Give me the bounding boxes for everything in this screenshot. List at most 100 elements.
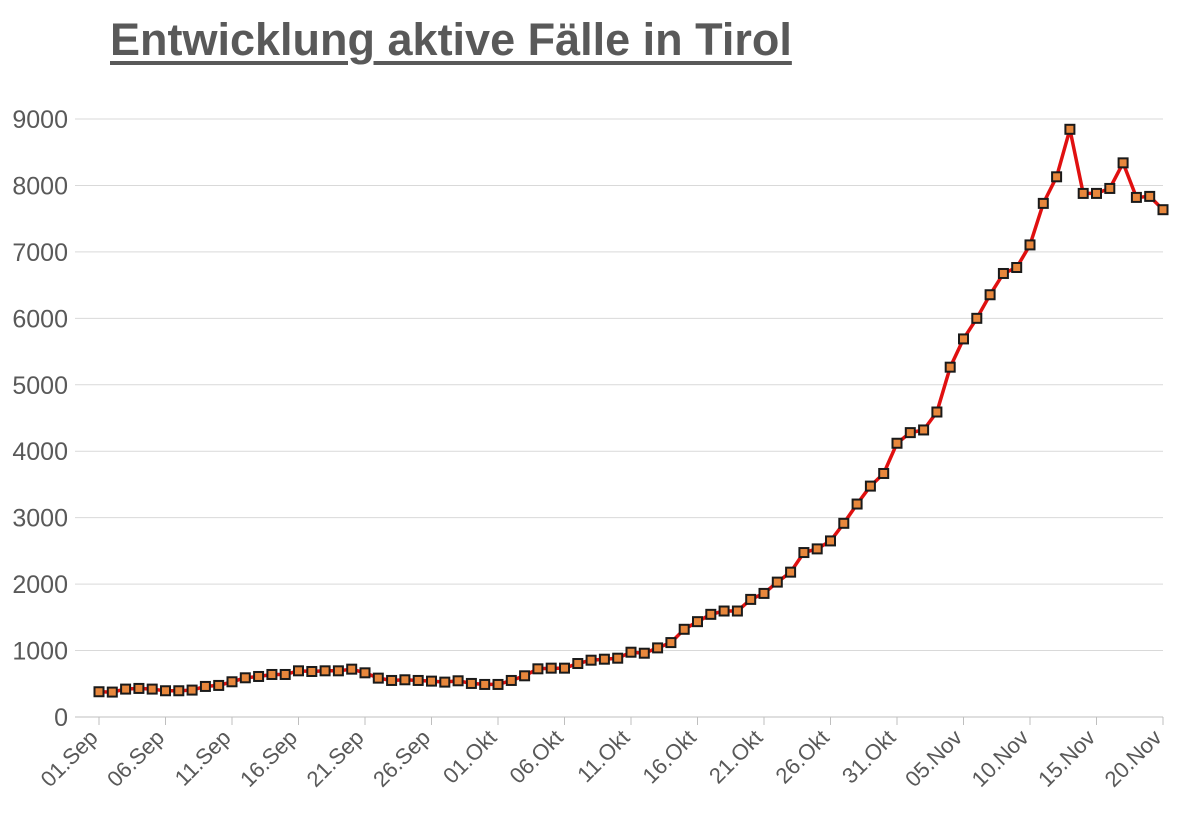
data-point-12.Okt [638, 647, 650, 659]
data-point-22.Okt [771, 576, 783, 588]
data-point-01.Sep [93, 686, 105, 698]
data-point-05.Okt [545, 662, 557, 674]
data-point-11.Okt [625, 646, 637, 658]
data-point-15.Nov [1091, 187, 1102, 199]
y-tick-label: 7000 [12, 239, 68, 267]
x-tick-label: 26.Sep [368, 725, 435, 792]
data-point-30.Okt [878, 467, 890, 479]
data-point-02.Sep [106, 686, 118, 698]
y-tick-label: 5000 [12, 372, 68, 400]
data-point-06.Okt [559, 662, 570, 674]
data-point-09.Nov [1011, 262, 1023, 274]
x-tick-label: 21.Sep [302, 725, 369, 792]
data-point-07.Okt [572, 658, 584, 670]
data-point-19.Okt [731, 605, 743, 617]
data-point-15.Sep [279, 668, 291, 680]
x-tick-label: 20.Nov [1100, 725, 1167, 792]
data-point-23.Sep [386, 674, 398, 686]
data-point-12.Nov [1051, 171, 1063, 183]
data-point-04.Sep [133, 682, 145, 694]
data-point-05.Sep [146, 683, 158, 695]
data-point-07.Sep [173, 685, 185, 697]
data-point-22.Sep [372, 672, 384, 684]
data-point-01.Nov [904, 427, 916, 439]
data-point-01.Okt [492, 678, 504, 690]
data-point-17.Okt [705, 608, 717, 620]
data-point-21.Sep [359, 667, 371, 679]
data-point-30.Sep [479, 678, 491, 690]
data-point-29.Okt [864, 480, 876, 492]
data-point-09.Okt [598, 653, 610, 665]
data-point-29.Sep [465, 677, 477, 689]
data-point-31.Okt [891, 437, 903, 449]
data-point-18.Okt [718, 605, 730, 617]
y-tick-label: 8000 [12, 172, 68, 200]
data-point-17.Sep [306, 665, 318, 677]
x-tick-label: 31.Okt [837, 725, 901, 789]
data-point-06.Sep [160, 685, 171, 697]
data-point-20.Sep [346, 663, 358, 675]
data-point-26.Okt [825, 535, 836, 547]
data-point-21.Okt [758, 587, 770, 599]
data-point-19.Nov [1144, 190, 1156, 202]
data-point-27.Sep [439, 676, 451, 688]
data-point-25.Sep [412, 674, 424, 686]
x-tick-label: 06.Okt [505, 725, 569, 789]
x-tick-label: 06.Sep [102, 725, 169, 792]
data-point-04.Okt [532, 663, 544, 675]
data-point-20.Okt [745, 593, 757, 605]
y-tick-label: 1000 [12, 638, 68, 666]
data-point-16.Sep [293, 665, 304, 677]
x-tick-label: 01.Sep [36, 725, 103, 792]
data-point-24.Okt [798, 547, 810, 559]
data-point-09.Sep [199, 680, 211, 692]
x-tick-label: 16.Okt [638, 725, 702, 789]
data-point-11.Nov [1037, 197, 1049, 209]
x-tick-label: 21.Okt [704, 725, 768, 789]
data-point-03.Nov [931, 406, 943, 418]
data-point-13.Nov [1064, 123, 1076, 135]
y-tick-label: 3000 [12, 505, 68, 533]
data-point-07.Nov [984, 289, 996, 301]
data-point-27.Okt [838, 517, 850, 529]
data-point-18.Sep [319, 665, 331, 677]
x-tick-label: 10.Nov [967, 725, 1034, 792]
data-point-10.Okt [612, 652, 624, 664]
data-point-10.Nov [1024, 239, 1036, 251]
data-point-25.Okt [811, 543, 823, 555]
data-point-14.Okt [665, 637, 677, 649]
y-tick-label: 4000 [12, 438, 68, 466]
data-point-02.Nov [918, 424, 930, 436]
x-tick-label: 05.Nov [900, 725, 967, 792]
data-point-08.Nov [997, 267, 1009, 279]
data-point-24.Sep [399, 674, 411, 686]
data-point-08.Sep [186, 684, 198, 696]
data-point-02.Okt [505, 674, 517, 686]
data-point-13.Okt [652, 642, 664, 654]
data-point-05.Nov [958, 333, 969, 345]
x-tick-label: 11.Okt [572, 725, 634, 787]
data-point-20.Nov [1157, 204, 1169, 216]
series-line [98, 127, 1165, 694]
data-point-17.Nov [1117, 157, 1129, 169]
data-point-13.Sep [253, 670, 265, 682]
chart-title: Entwicklung aktive Fälle in Tirol [110, 14, 792, 65]
data-point-03.Sep [120, 683, 132, 695]
data-point-15.Okt [678, 623, 690, 635]
x-tick-label: 11.Sep [170, 725, 236, 791]
data-point-14.Nov [1077, 187, 1089, 199]
data-point-11.Sep [226, 676, 238, 688]
y-tick-label: 2000 [12, 571, 68, 599]
y-tick-label: 9000 [12, 106, 68, 134]
data-point-03.Okt [519, 670, 531, 682]
x-tick-label: 26.Okt [771, 725, 835, 789]
data-point-28.Okt [851, 498, 863, 510]
data-point-10.Sep [213, 679, 225, 691]
data-point-18.Nov [1130, 191, 1142, 203]
data-point-16.Nov [1104, 182, 1116, 194]
data-point-12.Sep [239, 672, 251, 684]
y-tick-label: 6000 [12, 305, 68, 333]
data-point-26.Sep [426, 675, 437, 687]
data-point-19.Sep [332, 665, 344, 677]
